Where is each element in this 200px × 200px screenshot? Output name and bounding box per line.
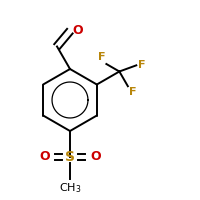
Text: F: F (138, 60, 145, 70)
Text: O: O (90, 151, 101, 164)
Text: F: F (129, 87, 137, 97)
Text: S: S (65, 150, 75, 164)
Text: O: O (72, 24, 83, 37)
Text: O: O (39, 151, 50, 164)
Text: F: F (98, 52, 105, 62)
Text: CH$_3$: CH$_3$ (59, 181, 81, 195)
